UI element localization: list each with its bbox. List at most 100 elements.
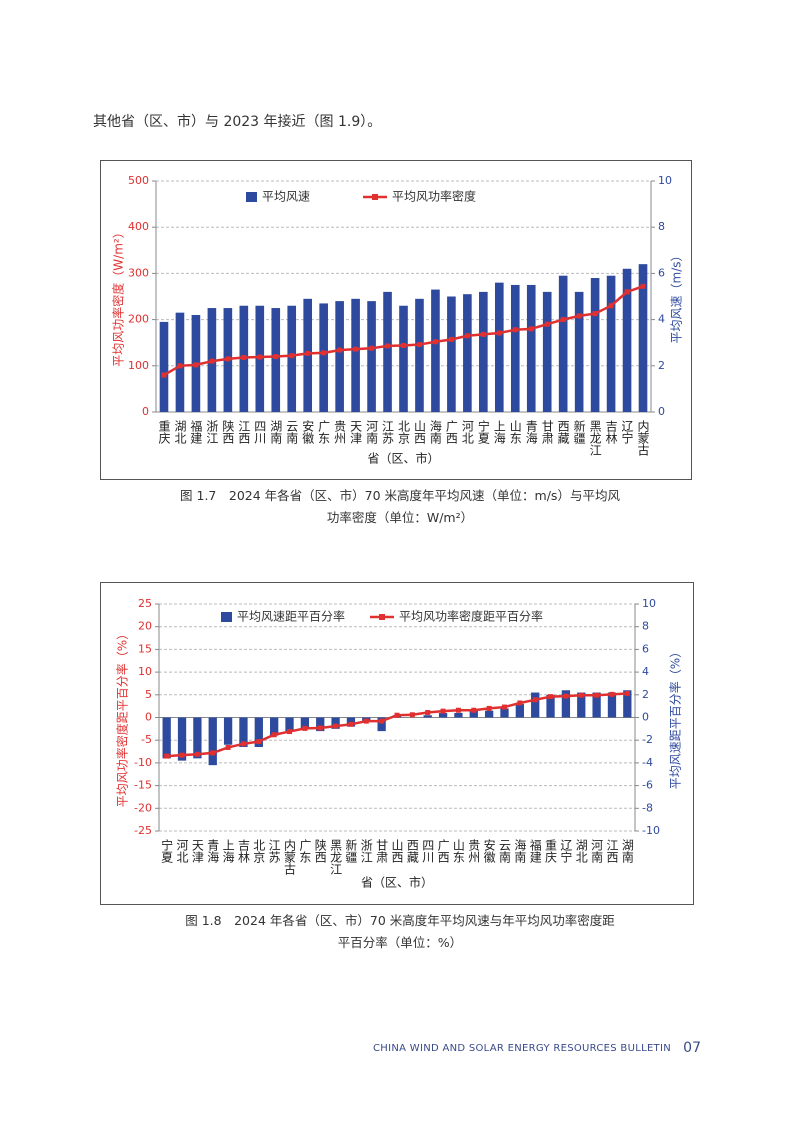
bar: [208, 717, 217, 766]
bar: [271, 308, 281, 412]
x-tick-label: 安徽: [301, 419, 315, 444]
legend-swatch: [246, 192, 257, 202]
chart: -25-20-15-10-50510152025-10-8-6-4-202468…: [100, 582, 694, 905]
bar: [300, 717, 310, 729]
bar: [623, 690, 632, 718]
x-tick-label: 辽宁: [620, 420, 634, 444]
line-marker: [177, 363, 183, 369]
x-tick-label: 河南: [590, 839, 604, 863]
x-tick-label: 辽宁: [559, 839, 573, 863]
bar: [494, 282, 504, 412]
bar: [159, 321, 169, 412]
y2-tick-label: -8: [642, 801, 653, 814]
chart: 0 100 200 300 400 500 0 2 4 6 8 10 重庆 湖北 福建 浙江 陕西 江西 四川 湖南云…: [100, 160, 692, 480]
bar: [542, 291, 552, 412]
y-tick-label: -5: [141, 733, 152, 746]
line-marker: [609, 691, 615, 697]
line-marker: [321, 350, 327, 356]
x-axis-label: 省（区、市）: [367, 451, 439, 466]
bar: [590, 278, 600, 412]
y-tick-label: 400: [128, 220, 149, 233]
bar: [622, 268, 632, 412]
line-marker: [348, 721, 354, 727]
line-marker: [353, 346, 359, 352]
legend-label: 平均风功率密度距平百分率: [399, 609, 543, 624]
x-tick-label: 海南: [513, 838, 527, 863]
x-tick-label: 新疆: [572, 419, 586, 444]
line-marker: [317, 725, 323, 731]
legend-label: 平均风速距平百分率: [237, 609, 345, 624]
line-marker: [532, 697, 538, 703]
line-marker: [480, 331, 486, 337]
x-tick-label: 上海: [492, 420, 506, 444]
bar: [607, 692, 617, 718]
x-tick-label: 河北: [175, 839, 189, 864]
bar: [558, 275, 568, 412]
bar: [270, 717, 279, 736]
x-tick-label: 广东: [317, 420, 331, 444]
line-marker: [302, 725, 308, 731]
line-marker: [161, 372, 167, 378]
line-marker: [512, 327, 518, 333]
y2-tick-label: 6: [658, 266, 665, 279]
bar: [287, 305, 297, 412]
line-marker: [257, 354, 263, 360]
line-marker: [464, 333, 470, 339]
bar: [561, 690, 571, 718]
intro-text: 其他省（区、市）与 2023 年接近（图 1.9）。: [93, 114, 382, 130]
bar: [606, 275, 616, 412]
x-tick-label: 新疆: [344, 838, 358, 863]
x-tick-label: 贵州: [333, 420, 347, 444]
caption: 图 1.8 2024 年各省（区、市）70 米高度年平均风速与年平均风功率密度距…: [185, 913, 615, 950]
y2-tick-label: 4: [658, 313, 665, 326]
x-tick-label: 陕西: [221, 419, 235, 444]
y-tick-label: -20: [134, 801, 152, 814]
line-marker: [416, 342, 422, 348]
x-tick-label: 广西: [436, 839, 450, 863]
x-tick-label: 陕西: [313, 838, 327, 863]
line-marker: [576, 313, 582, 319]
line-marker: [455, 707, 461, 713]
bar: [399, 305, 408, 412]
x-tick-label: 四川: [253, 420, 267, 444]
y2-tick-label: 10: [642, 597, 656, 610]
x-tick-label: 甘肃: [540, 420, 554, 445]
line-marker: [363, 718, 369, 724]
x-tick-label: 安徽: [482, 838, 496, 863]
y-tick-label: 20: [138, 620, 152, 633]
bar: [463, 294, 472, 412]
bar: [431, 289, 440, 412]
x-tick-label: 广东: [298, 839, 312, 863]
bar: [162, 717, 171, 759]
y2-axis-label: 平均风速距平百分率（%）: [668, 646, 683, 789]
x-tick-label: 江西: [605, 839, 619, 863]
bar: [447, 296, 456, 412]
line: [166, 692, 628, 758]
bar: [351, 298, 360, 412]
bar: [415, 298, 424, 412]
x-tick-label: 黑龙江: [329, 839, 343, 875]
line-marker: [179, 752, 185, 758]
y-tick-label: 25: [138, 597, 152, 610]
y-tick-label: 500: [128, 174, 149, 187]
bar: [500, 708, 509, 718]
x-tick-label: 内蒙古: [283, 839, 297, 875]
x-tick-label: 四川: [421, 839, 435, 863]
y-tick-label: 15: [138, 642, 152, 655]
bar: [367, 301, 376, 412]
y-tick-label: 200: [128, 313, 149, 326]
y2-axis-label: 平均风速（m/s）: [670, 250, 684, 344]
x-tick-label: 重庆: [544, 839, 558, 863]
page-number: 07: [683, 1040, 701, 1056]
y2-tick-label: 2: [642, 688, 649, 701]
line-marker: [273, 354, 279, 360]
bar: [484, 710, 494, 718]
y2-tick-label: 8: [658, 220, 665, 233]
x-tick-label: 黑龙江: [588, 420, 602, 456]
x-tick-label: 北京: [252, 839, 266, 864]
legend-swatch: [372, 194, 378, 200]
y-tick-label: -10: [134, 756, 152, 769]
bar: [438, 712, 448, 718]
y2-tick-label: -4: [642, 756, 653, 769]
line-marker: [369, 345, 375, 351]
